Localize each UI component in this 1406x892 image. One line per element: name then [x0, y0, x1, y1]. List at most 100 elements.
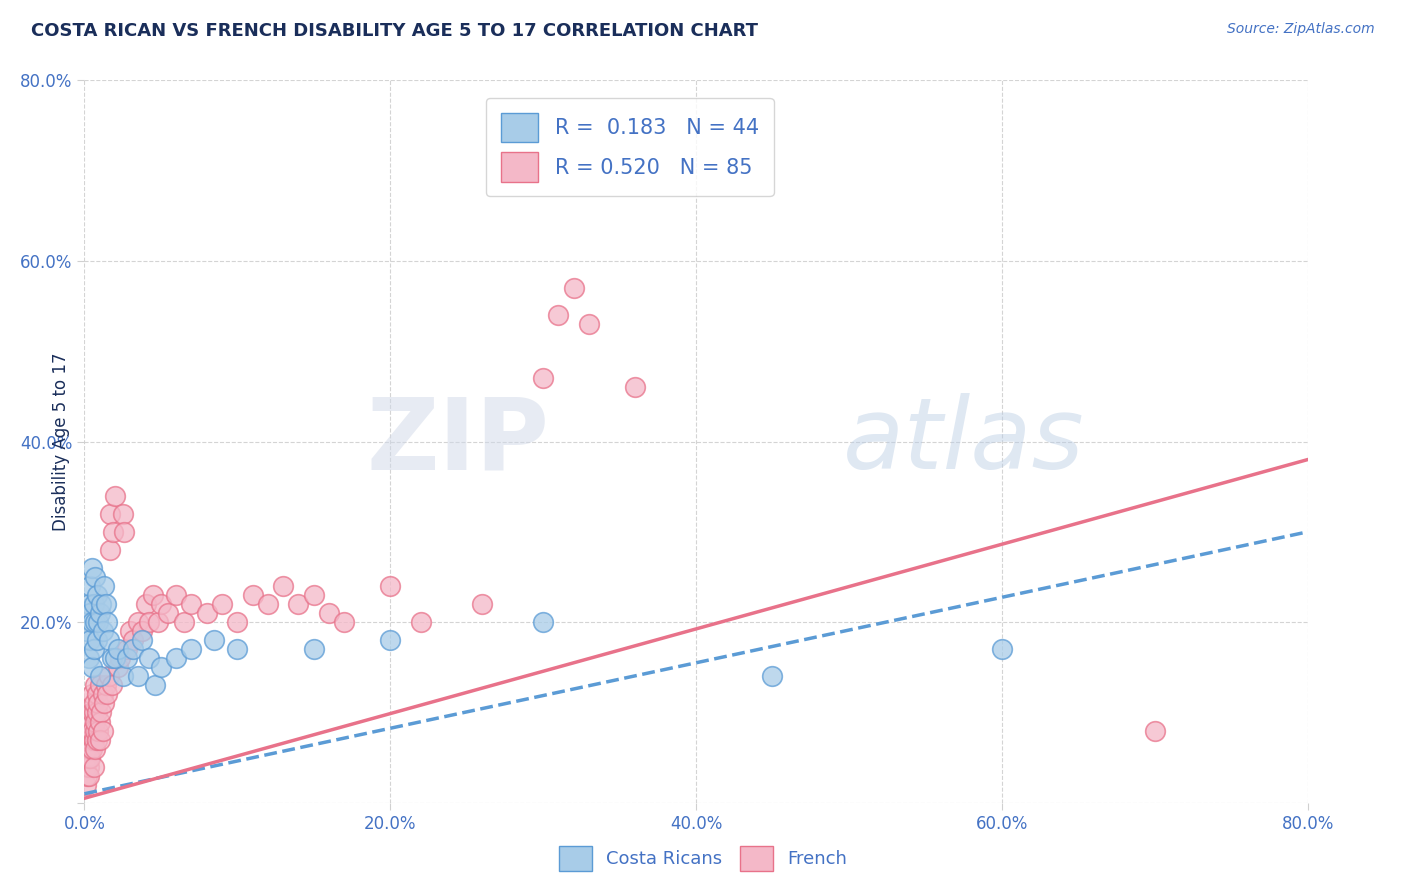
Point	[302, 642, 325, 657]
Point	[409, 615, 432, 630]
Point	[80, 741, 103, 756]
Point	[101, 678, 124, 692]
Point	[111, 507, 134, 521]
Point	[131, 633, 153, 648]
Point	[79, 606, 101, 620]
Point	[98, 542, 121, 557]
Point	[84, 714, 107, 729]
Point	[120, 624, 142, 639]
Point	[83, 760, 105, 774]
Point	[79, 579, 101, 593]
Point	[76, 750, 98, 764]
Point	[211, 597, 233, 611]
Point	[75, 760, 97, 774]
Point	[80, 687, 103, 701]
Point	[122, 642, 145, 657]
Point	[142, 588, 165, 602]
Point	[127, 615, 149, 630]
Point	[202, 633, 225, 648]
Point	[380, 633, 402, 648]
Point	[104, 651, 127, 665]
Point	[83, 732, 105, 747]
Point	[122, 633, 145, 648]
Point	[531, 371, 554, 385]
Point	[89, 606, 111, 620]
Point	[107, 642, 129, 657]
Point	[90, 597, 112, 611]
Point	[165, 651, 187, 665]
Point	[93, 579, 115, 593]
Point	[115, 642, 138, 657]
Point	[143, 678, 166, 692]
Point	[80, 714, 103, 729]
Point	[149, 597, 172, 611]
Point	[86, 633, 108, 648]
Point	[180, 642, 202, 657]
Point	[761, 669, 783, 683]
Point	[138, 651, 160, 665]
Point	[86, 706, 108, 720]
Point	[131, 624, 153, 639]
Point	[146, 615, 169, 630]
Point	[226, 615, 249, 630]
Text: atlas: atlas	[842, 393, 1084, 490]
Point	[991, 642, 1014, 657]
Point	[87, 615, 110, 630]
Point	[79, 750, 101, 764]
Point	[108, 651, 131, 665]
Point	[79, 741, 101, 756]
Point	[562, 281, 585, 295]
Point	[101, 651, 124, 665]
Point	[89, 669, 111, 683]
Point	[97, 633, 120, 648]
Point	[257, 597, 280, 611]
Point	[165, 588, 187, 602]
Point	[578, 317, 600, 331]
Point	[79, 633, 101, 648]
Point	[80, 660, 103, 674]
Y-axis label: Disability Age 5 to 17: Disability Age 5 to 17	[52, 352, 70, 531]
Point	[96, 687, 118, 701]
Point	[83, 642, 105, 657]
Point	[80, 723, 103, 738]
Point	[287, 597, 309, 611]
Point	[226, 642, 249, 657]
Point	[84, 741, 107, 756]
Point	[80, 706, 103, 720]
Point	[111, 669, 134, 683]
Point	[75, 778, 97, 792]
Point	[79, 723, 101, 738]
Point	[195, 606, 218, 620]
Point	[84, 678, 107, 692]
Point	[84, 570, 107, 584]
Point	[242, 588, 264, 602]
Point	[104, 489, 127, 503]
Point	[115, 651, 138, 665]
Point	[77, 750, 100, 764]
Point	[271, 579, 294, 593]
Point	[135, 597, 157, 611]
Point	[91, 723, 114, 738]
Point	[180, 597, 202, 611]
Point	[77, 769, 100, 783]
Point	[76, 769, 98, 783]
Point	[107, 660, 129, 674]
Point	[138, 615, 160, 630]
Point	[76, 741, 98, 756]
Point	[318, 606, 340, 620]
Point	[380, 579, 402, 593]
Point	[103, 524, 125, 539]
Point	[96, 615, 118, 630]
Point	[98, 507, 121, 521]
Point	[80, 561, 103, 575]
Point	[149, 660, 172, 674]
Point	[76, 624, 98, 639]
Point	[83, 697, 105, 711]
Point	[77, 732, 100, 747]
Point	[84, 723, 107, 738]
Point	[471, 597, 494, 611]
Point	[93, 697, 115, 711]
Point	[91, 687, 114, 701]
Legend: R =  0.183   N = 44, R = 0.520   N = 85: R = 0.183 N = 44, R = 0.520 N = 85	[486, 98, 773, 196]
Legend: Costa Ricans, French: Costa Ricans, French	[551, 838, 855, 879]
